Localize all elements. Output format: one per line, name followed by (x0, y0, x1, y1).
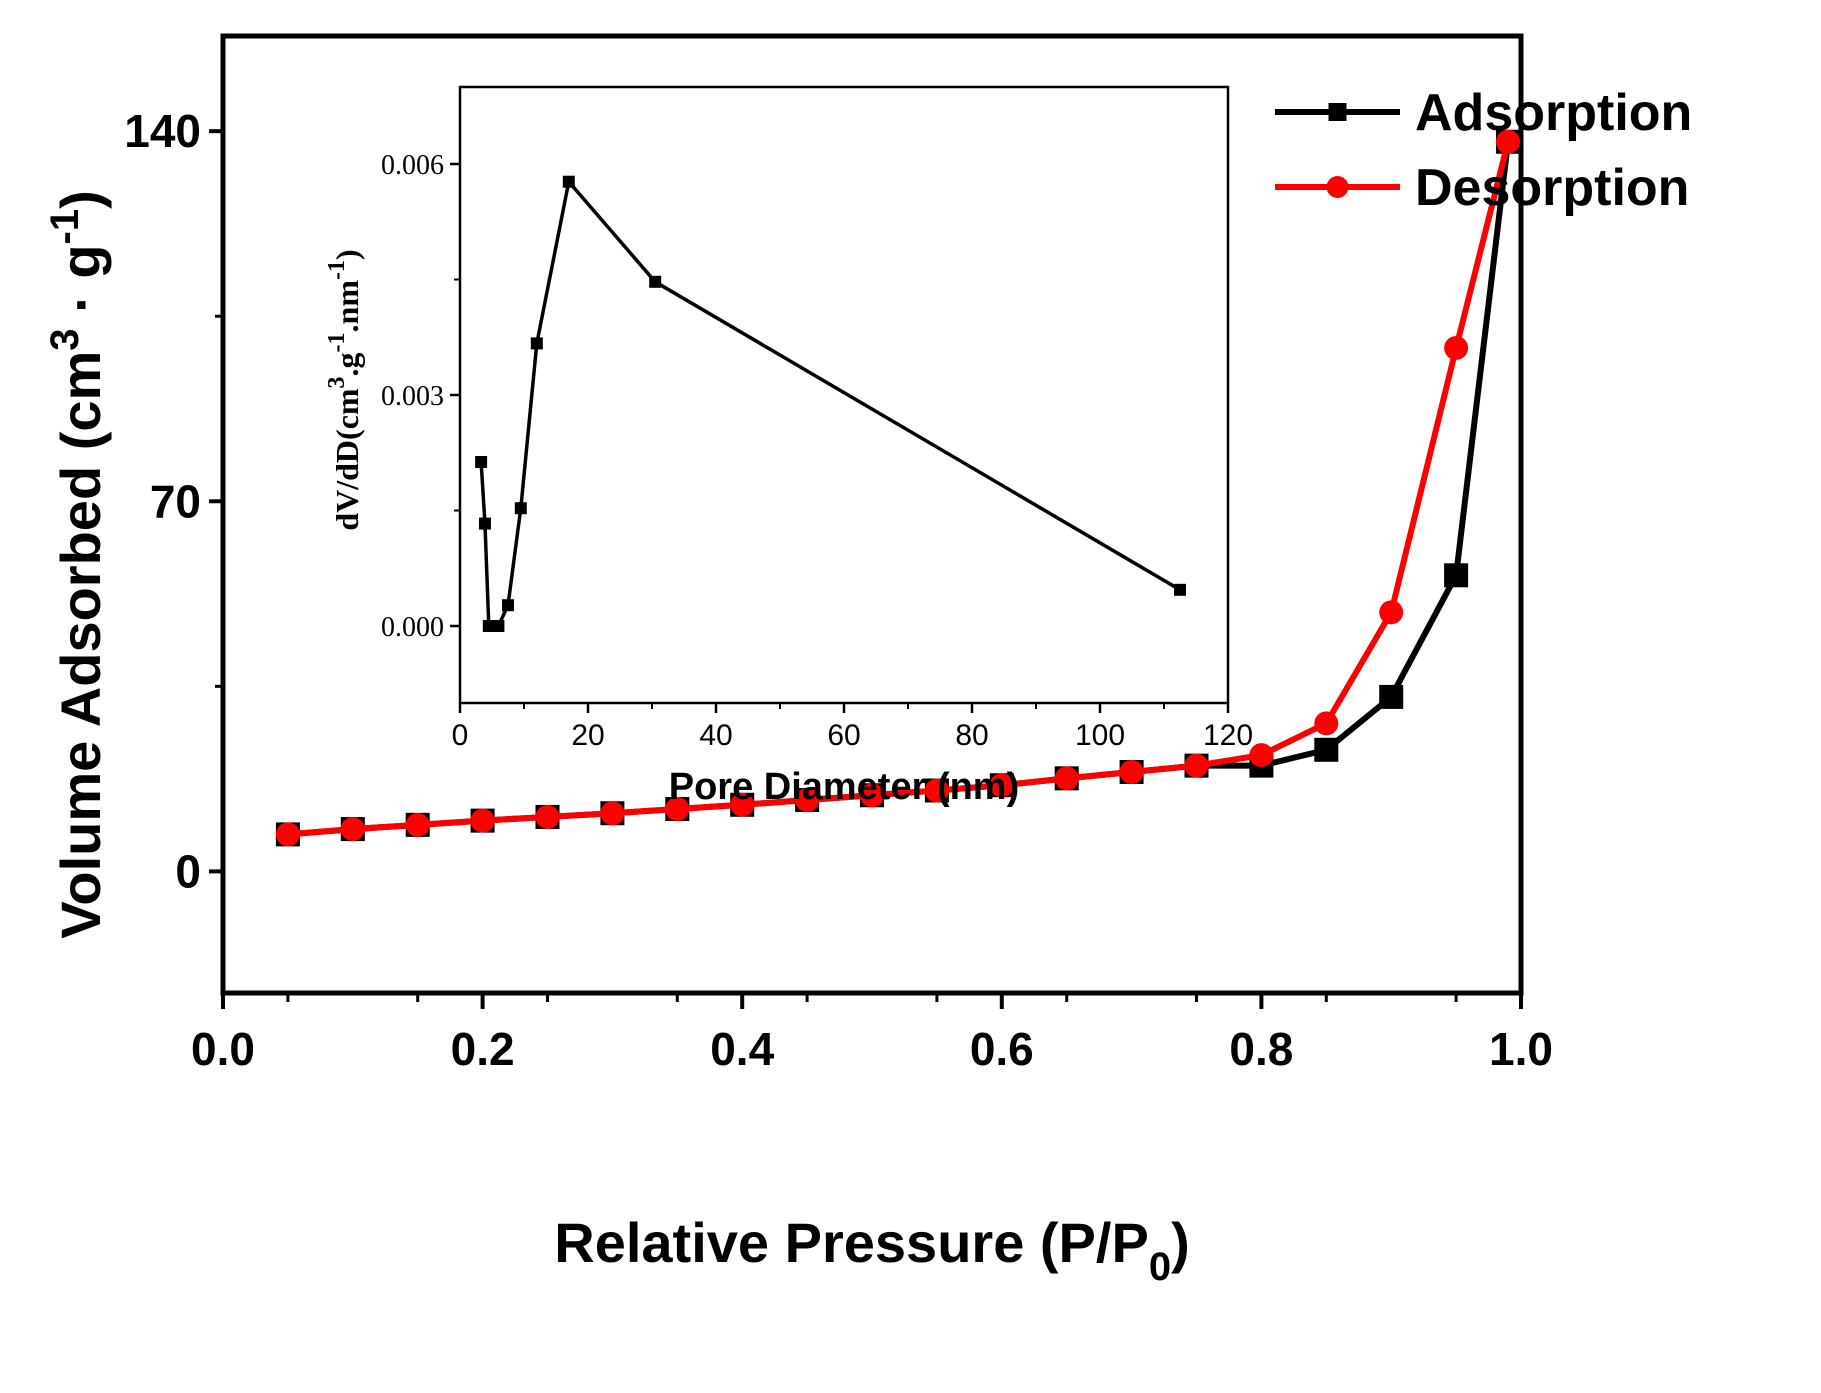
main-series (275, 129, 1521, 847)
main-x-tick-label: 0.6 (970, 1023, 1034, 1075)
inset-y-axis-title: dV/dD(cm3.g-1.nm-1) (324, 249, 365, 530)
adsorption-point (1444, 563, 1469, 588)
main-chart: 0.0 0.2 0.4 0.6 0.8 1.0 0 70 140 Relative Press… (43, 33, 1692, 1289)
inset-x-tick-label: 60 (827, 719, 860, 752)
desorption-point (1054, 766, 1079, 791)
desorption-point (1119, 759, 1144, 784)
main-y-axis-title: Volume Adsorbed (cm3 · g-1) (43, 190, 112, 939)
inset-x-tick-label: 0 (452, 719, 469, 752)
inset-point (562, 175, 575, 188)
desorption-point (405, 812, 430, 837)
inset-x-tick-label: 120 (1203, 719, 1253, 752)
desorption-point (730, 792, 755, 817)
inset-point (514, 502, 527, 515)
main-x-axis-title: Relative Pressure (P/P0) (554, 1211, 1189, 1289)
legend-label-adsorption: Adsorption (1415, 84, 1692, 142)
desorption-point (1314, 711, 1339, 736)
desorption-point (860, 783, 884, 808)
main-x-tick-label: 0.8 (1229, 1023, 1293, 1075)
main-x-tick-label: 0.2 (451, 1023, 515, 1075)
inset-x-ticks: 0 20 40 60 80 100 120 (452, 703, 1253, 752)
desorption-point (795, 788, 820, 813)
inset-y-tick-label: 0.000 (381, 612, 444, 643)
inset-x-tick-label: 80 (955, 719, 988, 752)
desorption-point (340, 817, 365, 842)
main-x-tick-label: 0.4 (710, 1023, 774, 1075)
desorption-point (665, 797, 690, 822)
series-desorption (275, 129, 1521, 847)
inset-x-tick-label: 20 (571, 719, 604, 752)
main-x-ticks: 0.0 0.2 0.4 0.6 0.8 1.0 (191, 993, 1553, 1075)
inset-x-tick-label: 40 (699, 719, 732, 752)
main-plot-frame (220, 33, 1524, 996)
desorption-point (1379, 600, 1404, 625)
desorption-point (1496, 129, 1521, 154)
main-y-tick-label: 0 (175, 845, 201, 897)
desorption-point (1249, 743, 1274, 768)
inset-x-axis-title: Pore Diameter (nm) (669, 766, 1020, 808)
legend-label-desorption: Desorption (1415, 159, 1689, 217)
adsorption-point (1314, 737, 1339, 762)
legend-item-adsorption: Adsorption (1275, 84, 1692, 142)
inset-point (649, 275, 662, 288)
legend-marker-adsorption (1328, 103, 1347, 121)
inset-chart: 0 20 40 60 80 100 120 0.000 0.003 0.006 Pore Dia… (324, 85, 1253, 808)
desorption-point (275, 822, 300, 847)
desorption-point (535, 804, 560, 829)
inset-y-ticks: 0.000 0.003 0.006 (381, 150, 460, 643)
desorption-point (1444, 335, 1469, 360)
adsorption-point (1379, 684, 1404, 709)
inset-series (475, 175, 1186, 632)
inset-y-tick-label: 0.006 (381, 150, 444, 181)
inset-point (478, 517, 491, 530)
inset-point (492, 620, 505, 632)
main-y-tick-label: 70 (150, 475, 201, 527)
desorption-point (924, 778, 949, 803)
desorption-point (989, 773, 1014, 798)
desorption-point (600, 801, 625, 826)
legend-marker-desorption (1326, 176, 1349, 198)
inset-point (475, 455, 488, 468)
inset-y-tick-label: 0.003 (381, 381, 444, 412)
desorption-point (1184, 753, 1209, 778)
inset-series-line (475, 175, 1186, 632)
main-x-tick-label: 1.0 (1489, 1023, 1553, 1075)
main-y-tick-label: 140 (124, 105, 201, 157)
inset-x-tick-label: 100 (1075, 719, 1125, 752)
inset-point (1174, 583, 1186, 596)
inset-point (530, 337, 543, 350)
inset-background (460, 87, 1228, 703)
main-x-tick-label: 0.0 (191, 1023, 255, 1075)
inset-point (502, 599, 514, 612)
desorption-point (470, 808, 495, 833)
legend: Adsorption Desorption (1275, 84, 1692, 217)
legend-item-desorption: Desorption (1275, 159, 1689, 217)
main-y-ticks: 0 70 140 (124, 105, 223, 897)
